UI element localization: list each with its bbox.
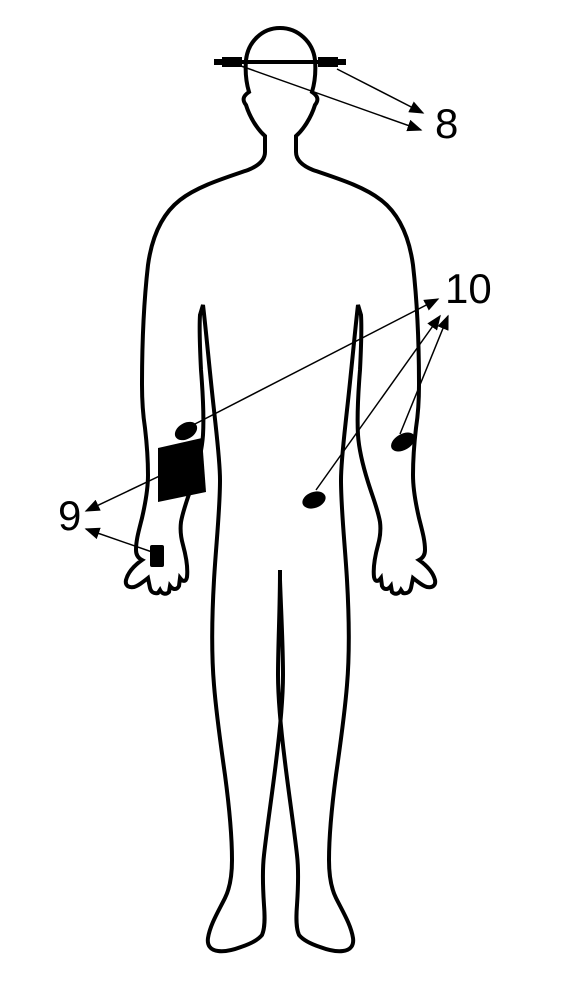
finger-sensor	[150, 545, 164, 567]
label-9: 9	[58, 492, 81, 540]
wrist-band	[158, 438, 206, 502]
head-device-right	[318, 57, 346, 67]
head-device-left	[214, 57, 242, 67]
label-10: 10	[445, 265, 492, 313]
electrode-2	[300, 488, 328, 511]
label-8: 8	[435, 100, 458, 148]
body-diagram	[0, 0, 561, 1000]
